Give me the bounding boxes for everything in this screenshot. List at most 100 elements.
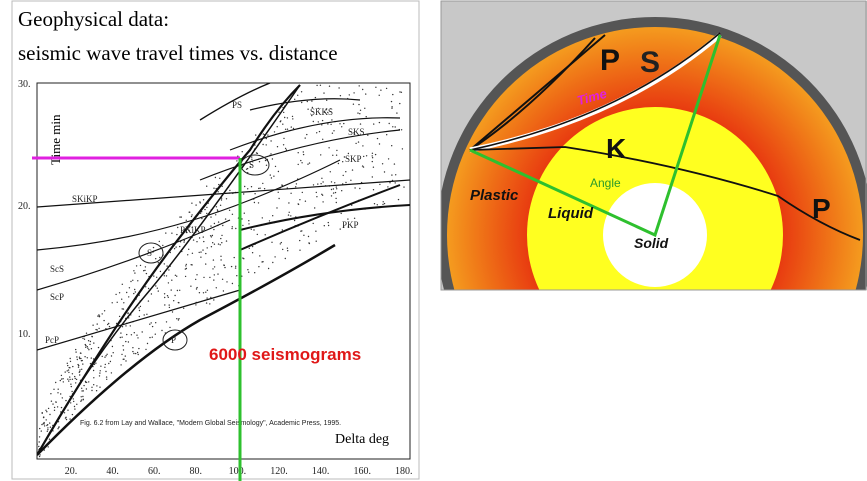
- dot: [371, 176, 373, 178]
- dot: [259, 187, 261, 189]
- dot: [171, 232, 173, 234]
- dot: [265, 164, 268, 166]
- dot: [95, 390, 98, 392]
- dot: [121, 308, 123, 310]
- dot: [352, 103, 355, 105]
- dot: [168, 269, 170, 271]
- dot: [179, 289, 181, 291]
- dot: [88, 381, 90, 383]
- curve-pkp: [239, 184, 401, 251]
- dot: [96, 385, 98, 387]
- dot: [85, 346, 87, 348]
- dot: [222, 224, 224, 227]
- dot: [199, 212, 202, 214]
- dot: [212, 259, 215, 261]
- curve-skikp: [37, 179, 410, 208]
- dot: [399, 102, 401, 105]
- dot: [92, 324, 94, 326]
- dot: [234, 267, 237, 269]
- curve-ps: [199, 83, 271, 121]
- dot: [357, 141, 360, 143]
- dot: [228, 209, 231, 211]
- dot: [382, 201, 384, 203]
- dot: [247, 188, 249, 190]
- dot: [184, 275, 187, 278]
- dot: [297, 94, 299, 97]
- dot: [203, 276, 205, 279]
- dot: [304, 137, 306, 139]
- dot: [231, 226, 233, 228]
- dot: [78, 356, 81, 358]
- dot: [85, 332, 88, 334]
- dot: [254, 193, 256, 195]
- dot: [342, 226, 345, 228]
- dot: [196, 274, 198, 276]
- dot: [265, 137, 267, 140]
- dot: [311, 114, 313, 117]
- phase-label: SKKS: [310, 107, 333, 117]
- dot: [299, 239, 301, 242]
- dot: [282, 144, 285, 146]
- dot: [173, 248, 176, 250]
- dot: [37, 443, 38, 445]
- dot: [243, 193, 245, 195]
- dot: [62, 381, 64, 383]
- dot: [125, 360, 127, 362]
- dot: [326, 99, 328, 102]
- dot: [77, 363, 79, 366]
- dot: [69, 378, 71, 381]
- dot: [304, 200, 307, 202]
- dot: [217, 191, 219, 193]
- dot: [128, 287, 131, 289]
- dot: [335, 201, 337, 204]
- phase-label: SKP: [345, 154, 362, 164]
- dot: [258, 161, 261, 163]
- dot: [146, 342, 149, 345]
- dot: [286, 128, 289, 130]
- dot: [53, 388, 55, 390]
- dot: [347, 218, 349, 220]
- dot: [362, 145, 364, 147]
- dot: [300, 159, 302, 162]
- dot: [401, 148, 404, 150]
- dot: [176, 289, 179, 292]
- dot: [105, 376, 108, 378]
- dot: [97, 346, 100, 349]
- dot: [158, 240, 160, 243]
- dot: [43, 421, 45, 424]
- dot: [229, 189, 231, 192]
- dot: [147, 300, 150, 302]
- dot: [307, 235, 310, 238]
- dot: [130, 334, 133, 336]
- dot: [161, 329, 163, 332]
- dot: [391, 106, 393, 108]
- dot: [144, 269, 146, 272]
- y-tick-label: 20.: [18, 201, 31, 212]
- dot: [380, 89, 382, 91]
- dot: [156, 287, 158, 289]
- x-tick-label: 80.: [190, 466, 203, 477]
- dot: [173, 300, 175, 302]
- curve-skp: [199, 129, 401, 181]
- dot: [165, 321, 168, 323]
- dot: [247, 269, 249, 271]
- phase-label: S: [249, 160, 254, 170]
- dot: [184, 268, 187, 270]
- dot: [57, 388, 59, 390]
- dot: [118, 315, 121, 318]
- dot: [308, 162, 311, 164]
- dot: [339, 123, 341, 125]
- dot: [176, 233, 178, 236]
- dot: [376, 204, 378, 206]
- dot: [196, 286, 198, 289]
- dot: [386, 134, 388, 136]
- dot: [155, 258, 157, 260]
- dot: [202, 199, 205, 201]
- dot: [87, 347, 89, 349]
- dot: [290, 126, 292, 128]
- dot: [145, 272, 148, 275]
- dot: [195, 288, 198, 290]
- dot: [295, 183, 298, 185]
- dot: [177, 226, 179, 229]
- dot: [188, 229, 190, 232]
